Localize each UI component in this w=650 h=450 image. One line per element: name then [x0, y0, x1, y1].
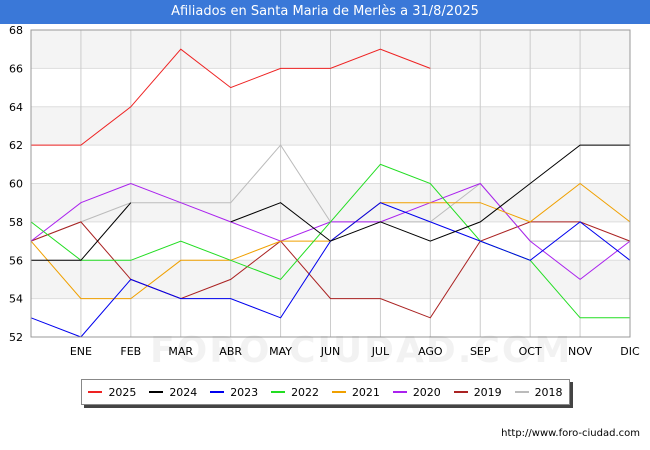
legend-label: 2025: [108, 385, 137, 399]
legend-label: 2019: [473, 385, 502, 399]
y-tick-label: 64: [9, 101, 23, 114]
legend-item: 2019: [453, 385, 502, 399]
legend-label: 2021: [351, 385, 380, 399]
legend: 2025 2024 2023 2022 2021 2020 2019 2018: [81, 379, 570, 405]
x-tick-label: OCT: [519, 345, 542, 358]
legend-swatch: [453, 391, 468, 393]
series-line-2024: [31, 144, 630, 261]
legend-item: 2021: [331, 385, 380, 399]
legend-swatch: [149, 391, 164, 393]
series-lines: [30, 48, 631, 338]
y-tick-label: 62: [9, 139, 23, 152]
axes: 52 54 56 58 60 62 64 66 68 ENE FEB MAR ABR MAY JUN JUL A…: [9, 24, 640, 358]
legend-item: 2025: [88, 386, 136, 399]
legend-swatch: [88, 391, 103, 393]
y-tick-label: 56: [9, 254, 23, 267]
legend-swatch: [331, 391, 346, 393]
legend-item: 2023: [210, 386, 258, 399]
legend-label: 2022: [291, 385, 320, 399]
x-tick-label: JUN: [320, 345, 341, 358]
legend-swatch: [271, 391, 286, 393]
legend-item: 2024: [149, 386, 197, 399]
legend-item: 2020: [392, 385, 441, 399]
x-tick-label: ABR: [219, 345, 242, 358]
x-tick-label: FEB: [120, 345, 141, 358]
line-chart: 52 54 56 58 60 62 64 66 68 ENE FEB MAR ABR MAY JUN JUL A…: [9, 24, 640, 358]
watermark: FORO-CIUDAD.COM: [150, 330, 573, 371]
y-tick-label: 60: [9, 178, 23, 191]
legend-label: 2018: [534, 385, 563, 399]
series-line-2025: [31, 48, 431, 146]
y-tick-label: 54: [9, 293, 23, 306]
legend-swatch: [514, 391, 529, 393]
y-tick-label: 66: [9, 62, 23, 75]
y-tick-label: 58: [9, 216, 23, 229]
legend-label: 2020: [412, 385, 441, 399]
legend-label: 2023: [230, 385, 259, 399]
x-tick-label: MAY: [269, 345, 292, 358]
source-link[interactable]: http://www.foro-ciudad.com: [501, 428, 640, 439]
y-tick-label: 68: [9, 24, 23, 37]
x-tick-label: AGO: [418, 345, 443, 358]
x-tick-label: DIC: [620, 345, 640, 358]
chart-title: Afiliados en Santa Maria de Merlès a 31/…: [0, 0, 650, 24]
legend-item: 2022: [271, 386, 319, 399]
plot-frame: [30, 29, 631, 338]
legend-swatch: [392, 391, 407, 393]
legend-swatch: [210, 391, 225, 393]
y-tick-label: 52: [9, 331, 23, 344]
x-tick-label: JUL: [371, 345, 390, 358]
x-tick-label: MAR: [168, 345, 193, 358]
x-tick-label: SEP: [470, 345, 491, 358]
legend-item: 2018: [514, 385, 563, 399]
x-tick-label: ENE: [70, 345, 92, 358]
legend-label: 2024: [169, 385, 198, 399]
x-tick-label: NOV: [568, 345, 593, 358]
